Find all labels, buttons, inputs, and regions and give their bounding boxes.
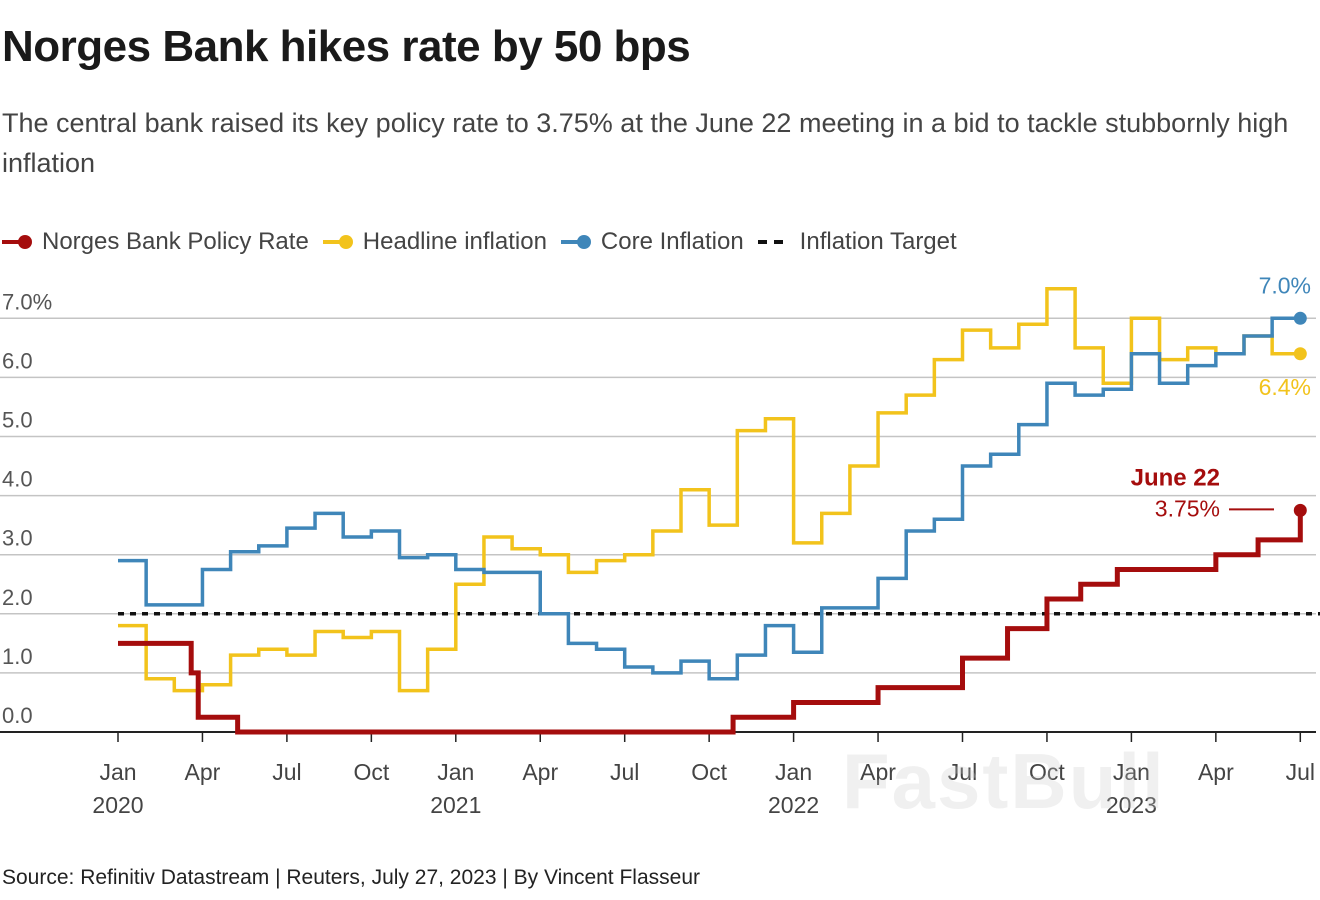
x-tick-label: Jul: [272, 759, 301, 785]
y-tick-label: 1.0: [2, 644, 33, 669]
end-label-policy-rate-value: 3.75%: [1155, 495, 1220, 521]
x-tick-year-label: 2021: [430, 792, 481, 818]
series-line-headline-inflation: [118, 287, 1301, 693]
watermark-logo: FastBull: [842, 737, 1166, 825]
legend-item-policy-rate: Norges Bank Policy Rate: [2, 228, 309, 256]
legend-label-inflation-target: Inflation Target: [799, 228, 957, 255]
x-tick-label: Jan: [99, 759, 136, 785]
y-tick-label: 7.0%: [2, 289, 52, 314]
x-tick-label: Apr: [522, 759, 558, 785]
legend-item-inflation-target: Inflation Target: [757, 228, 957, 256]
y-tick-label: 5.0: [2, 408, 33, 433]
legend-swatch-headline-inflation: [322, 234, 357, 250]
y-tick-label: 2.0: [2, 585, 33, 610]
series-end-dot-headline-inflation: [1293, 347, 1307, 361]
legend-swatch-policy-rate: [2, 234, 36, 250]
legend-line: [560, 240, 589, 244]
end-label-core-inflation: 7.0%: [1259, 272, 1311, 298]
series-end-dot-norges-bank-policy-rate: [1293, 503, 1307, 517]
x-tick-label: Apr: [1198, 759, 1234, 785]
x-tick-year-label: 2023: [1106, 792, 1157, 818]
x-tick-label: Jan: [1113, 759, 1150, 785]
x-tick-label: Jul: [948, 759, 977, 785]
y-tick-label: 4.0: [2, 467, 33, 492]
legend: Norges Bank Policy Rate Headline inflati…: [2, 226, 971, 258]
end-label-headline-inflation: 6.4%: [1259, 374, 1311, 400]
legend-label-headline-inflation: Headline inflation: [362, 228, 547, 255]
x-tick-label: Apr: [860, 759, 896, 785]
legend-dot: [18, 235, 32, 249]
x-tick-year-label: 2020: [92, 792, 143, 818]
legend-item-headline-inflation: Headline inflation: [322, 228, 547, 256]
legend-label-policy-rate: Norges Bank Policy Rate: [42, 228, 309, 255]
series-end-dot-core-inflation: [1293, 311, 1307, 325]
legend-item-core-inflation: Core Inflation: [560, 228, 744, 256]
x-tick-label: Jan: [437, 759, 474, 785]
legend-line: [322, 240, 351, 244]
end-label-policy-rate-title: June 22: [1131, 464, 1220, 491]
x-tick-label: Jul: [610, 759, 639, 785]
legend-swatch-core-inflation: [560, 234, 595, 250]
y-tick-label: 0.0: [2, 703, 33, 728]
x-tick-label: Oct: [691, 759, 727, 785]
series-line-core-inflation: [118, 316, 1301, 681]
series-line-norges-bank-policy-rate: [118, 510, 1303, 735]
legend-label-core-inflation: Core Inflation: [600, 228, 744, 255]
legend-dot: [576, 235, 591, 249]
source-note: Source: Refinitiv Datastream | Reuters, …: [2, 866, 701, 889]
x-tick-label: Jan: [775, 759, 812, 785]
x-tick-label: Oct: [1029, 759, 1065, 785]
x-tick-label: Oct: [353, 759, 389, 785]
y-tick-label: 3.0: [2, 526, 33, 551]
x-tick-label: Jul: [1286, 759, 1315, 785]
legend-line: [2, 240, 30, 244]
x-tick-year-label: 2022: [768, 792, 819, 818]
legend-swatch-inflation-target: [757, 240, 788, 244]
legend-dot: [338, 235, 353, 249]
y-tick-label: 6.0: [2, 348, 33, 373]
chart-subtitle: The central bank raised its key policy r…: [2, 108, 1289, 178]
chart-title: Norges Bank hikes rate by 50 bps: [2, 22, 691, 71]
x-tick-label: Apr: [185, 759, 221, 785]
